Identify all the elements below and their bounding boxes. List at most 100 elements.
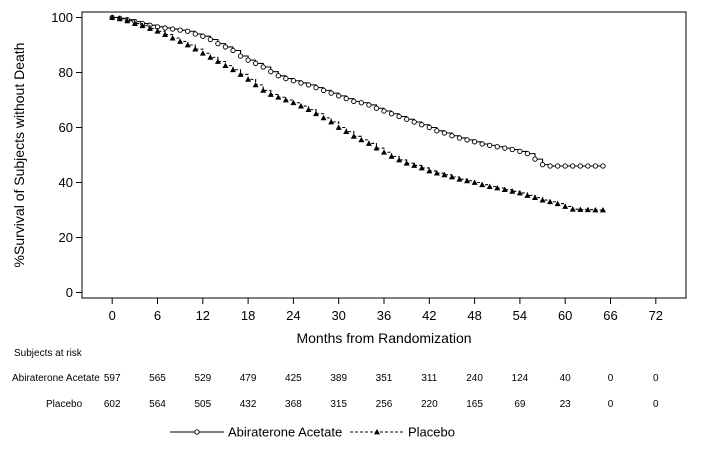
- series-point: [124, 17, 131, 24]
- series-point: [456, 135, 463, 141]
- series-point: [305, 106, 312, 113]
- series-point: [207, 54, 214, 60]
- legend-label-abiraterone: Abiraterone Acetate: [228, 425, 342, 440]
- series-point: [328, 119, 335, 125]
- x-tick-label: 18: [241, 308, 255, 323]
- at-risk-count: 505: [194, 399, 211, 410]
- series-point: [501, 186, 508, 193]
- series-point: [509, 188, 516, 194]
- at-risk-count: 0: [653, 399, 659, 410]
- series-point: [154, 28, 161, 34]
- series-layer: [109, 14, 606, 213]
- series-point: [600, 163, 606, 169]
- series-point: [366, 102, 372, 108]
- series-point: [403, 160, 410, 166]
- series-point: [169, 26, 176, 32]
- at-risk-count: 23: [560, 399, 572, 410]
- series-point: [343, 128, 350, 135]
- x-tick-label: 72: [649, 308, 663, 323]
- series-point: [569, 206, 576, 212]
- x-tick-label: 54: [513, 308, 527, 323]
- y-tick-label: 20: [59, 230, 73, 245]
- series-point: [487, 142, 493, 149]
- series-point: [252, 60, 259, 67]
- series-point: [184, 42, 191, 48]
- x-tick-label: 48: [467, 308, 481, 323]
- at-risk-count: 165: [466, 399, 483, 410]
- series-point: [403, 116, 410, 122]
- series-point: [373, 105, 380, 111]
- legend-marker-placebo: [374, 429, 380, 435]
- series-point: [418, 164, 425, 171]
- y-tick-label: 80: [59, 65, 73, 80]
- series-point: [313, 110, 320, 117]
- legend: Abiraterone Acetate Placebo: [170, 425, 455, 440]
- series-point: [562, 203, 569, 209]
- x-tick-label: 42: [422, 308, 436, 323]
- series-point: [222, 44, 229, 50]
- y-tick-label: 40: [59, 175, 73, 190]
- series-point: [426, 124, 432, 131]
- series-point: [464, 177, 471, 184]
- series-point: [502, 145, 508, 151]
- series-point: [328, 90, 334, 96]
- x-axis: 0 6 12 18 24 30 36 42 48 54 60 66 72: [109, 298, 663, 323]
- series-point: [116, 15, 123, 22]
- series-point: [433, 170, 440, 176]
- series-point: [230, 47, 236, 54]
- legend-label-placebo: Placebo: [408, 425, 455, 440]
- at-risk-count: 564: [149, 399, 166, 410]
- series-point: [388, 111, 395, 117]
- series-point: [260, 87, 267, 93]
- at-risk-count: 240: [466, 373, 483, 384]
- at-risk-count: 425: [285, 373, 302, 384]
- series-point: [517, 148, 523, 155]
- series-point: [358, 136, 365, 143]
- at-risk-count: 124: [512, 373, 529, 384]
- series-point: [419, 122, 425, 128]
- series-point: [222, 62, 229, 69]
- series-point: [539, 161, 546, 168]
- series-point: [343, 95, 349, 102]
- at-risk-count: 597: [104, 373, 121, 384]
- series-point: [350, 133, 357, 139]
- series-point: [313, 84, 319, 91]
- series-point: [283, 75, 289, 82]
- series-point: [290, 99, 297, 106]
- series-point: [177, 27, 183, 33]
- series-point: [290, 78, 297, 84]
- series-point: [245, 76, 252, 82]
- series-point: [516, 189, 523, 196]
- x-tick-label: 12: [196, 308, 210, 323]
- at-risk-title: Subjects at risk: [14, 348, 83, 359]
- series-point: [524, 150, 531, 157]
- series-point: [192, 31, 198, 37]
- at-risk-count: 351: [376, 373, 393, 384]
- series-point: [479, 141, 485, 147]
- at-risk-count: 602: [104, 399, 121, 410]
- series-point: [146, 25, 153, 31]
- plot-frame: [81, 11, 687, 299]
- series-point: [260, 64, 266, 70]
- series-point: [351, 98, 357, 105]
- at-risk-count: 311: [421, 373, 437, 384]
- series-point: [532, 194, 538, 201]
- series-point: [200, 33, 206, 39]
- series-point: [252, 81, 259, 88]
- series-point: [592, 163, 599, 169]
- at-risk-count: 256: [376, 399, 393, 410]
- at-risk-count: 0: [653, 373, 659, 384]
- series-point: [494, 144, 500, 150]
- at-risk-row-label: Placebo: [46, 399, 83, 410]
- series-point: [584, 206, 591, 213]
- series-point: [320, 87, 327, 94]
- series-point: [471, 179, 478, 185]
- series-point: [131, 20, 138, 26]
- y-tick-label: 100: [51, 10, 73, 25]
- series-point: [381, 108, 387, 114]
- x-axis-title: Months from Randomization: [296, 330, 471, 346]
- series-point: [426, 167, 433, 174]
- series-point: [185, 28, 191, 34]
- series-point: [532, 156, 538, 162]
- series-point: [585, 163, 591, 169]
